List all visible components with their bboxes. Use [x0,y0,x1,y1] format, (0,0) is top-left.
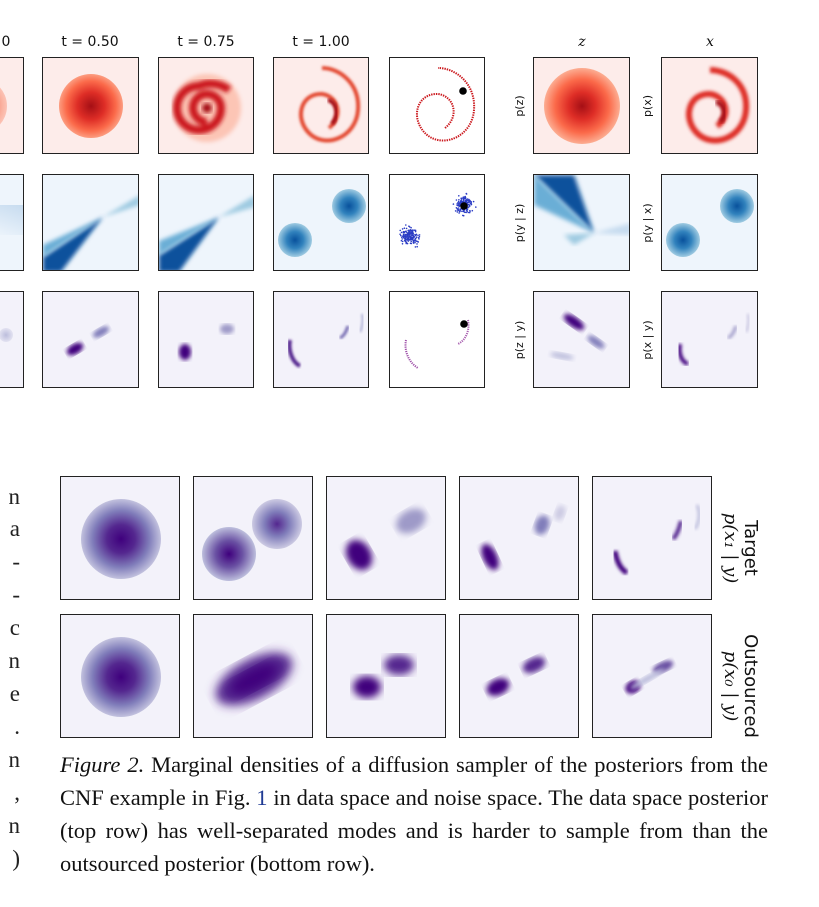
outsourced-panel-3 [326,614,446,738]
side-label-outsourced: Outsourced p(x₀ | y) [720,634,761,738]
outsourced-panel-2 [193,614,313,738]
panel-blue-samples [389,174,485,271]
col-title-x: x [706,34,714,50]
target-panel-1 [60,476,180,600]
row-label-pzy: p(z | y) [513,320,526,360]
figure-caption: Figure 2. Marginal densities of a diffus… [60,748,768,880]
outsourced-panel-4 [459,614,579,738]
panel-red-samples [389,57,485,154]
panel-blue-pyz [533,174,630,271]
col-title-t0: 0 [1,34,11,50]
panel-purple-pxy [661,291,758,388]
panel-purple-t100 [273,291,369,388]
panel-blue-t075 [158,174,254,271]
margin-fragment: , [14,780,20,805]
panel-purple-t050 [42,291,139,388]
panel-blue-t0 [0,174,24,271]
caption-text-2: in data space and noise space. The data … [60,785,768,876]
margin-fragment: n [8,484,21,509]
panel-purple-pzy [533,291,630,388]
panel-blue-pyx [661,174,758,271]
caption-label: Figure 2. [60,752,145,777]
side-label-target: Target p(x₁ | y) [720,512,761,584]
margin-fragment: n [8,747,21,772]
margin-fragment: e [9,681,20,706]
panel-red-px [661,57,758,154]
caption-text-1: Marginal densities of a diffusion sample… [60,752,769,810]
outsourced-panel-1 [60,614,180,738]
row-label-pyz: p(y | z) [513,203,526,243]
col-title-z: z [578,34,586,50]
target-panel-4 [459,476,579,600]
margin-fragment: a [9,516,20,541]
panel-red-t100 [273,57,369,154]
row-label-pyx: p(y | x) [641,203,654,243]
margin-fragment: ) [12,846,20,871]
panel-purple-samples [389,291,485,388]
panel-purple-t0 [0,291,24,388]
margin-fragment: - [12,582,20,607]
margin-fragment: - [12,549,20,574]
margin-fragment: n [8,813,21,838]
margin-fragment: c [9,615,20,640]
col-title-t100: t = 1.00 [292,34,350,50]
panel-red-t050 [42,57,139,154]
panel-red-t075 [158,57,254,154]
panel-blue-t050 [42,174,139,271]
panel-red-t0 [0,57,24,154]
row-label-pxy: p(x | y) [641,320,654,360]
caption-figure-link[interactable]: 1 [256,785,268,810]
row-label-pz: p(z) [513,95,526,117]
outsourced-panel-5 [592,614,712,738]
target-panel-3 [326,476,446,600]
col-title-t075: t = 0.75 [177,34,235,50]
panel-blue-t100 [273,174,369,271]
margin-fragment: . [14,714,20,739]
row-label-px: p(x) [641,94,654,118]
panel-red-pz [533,57,630,154]
target-panel-5 [592,476,712,600]
panel-purple-t075 [158,291,254,388]
col-title-t050: t = 0.50 [61,34,119,50]
margin-fragment: n [8,648,21,673]
target-panel-2 [193,476,313,600]
